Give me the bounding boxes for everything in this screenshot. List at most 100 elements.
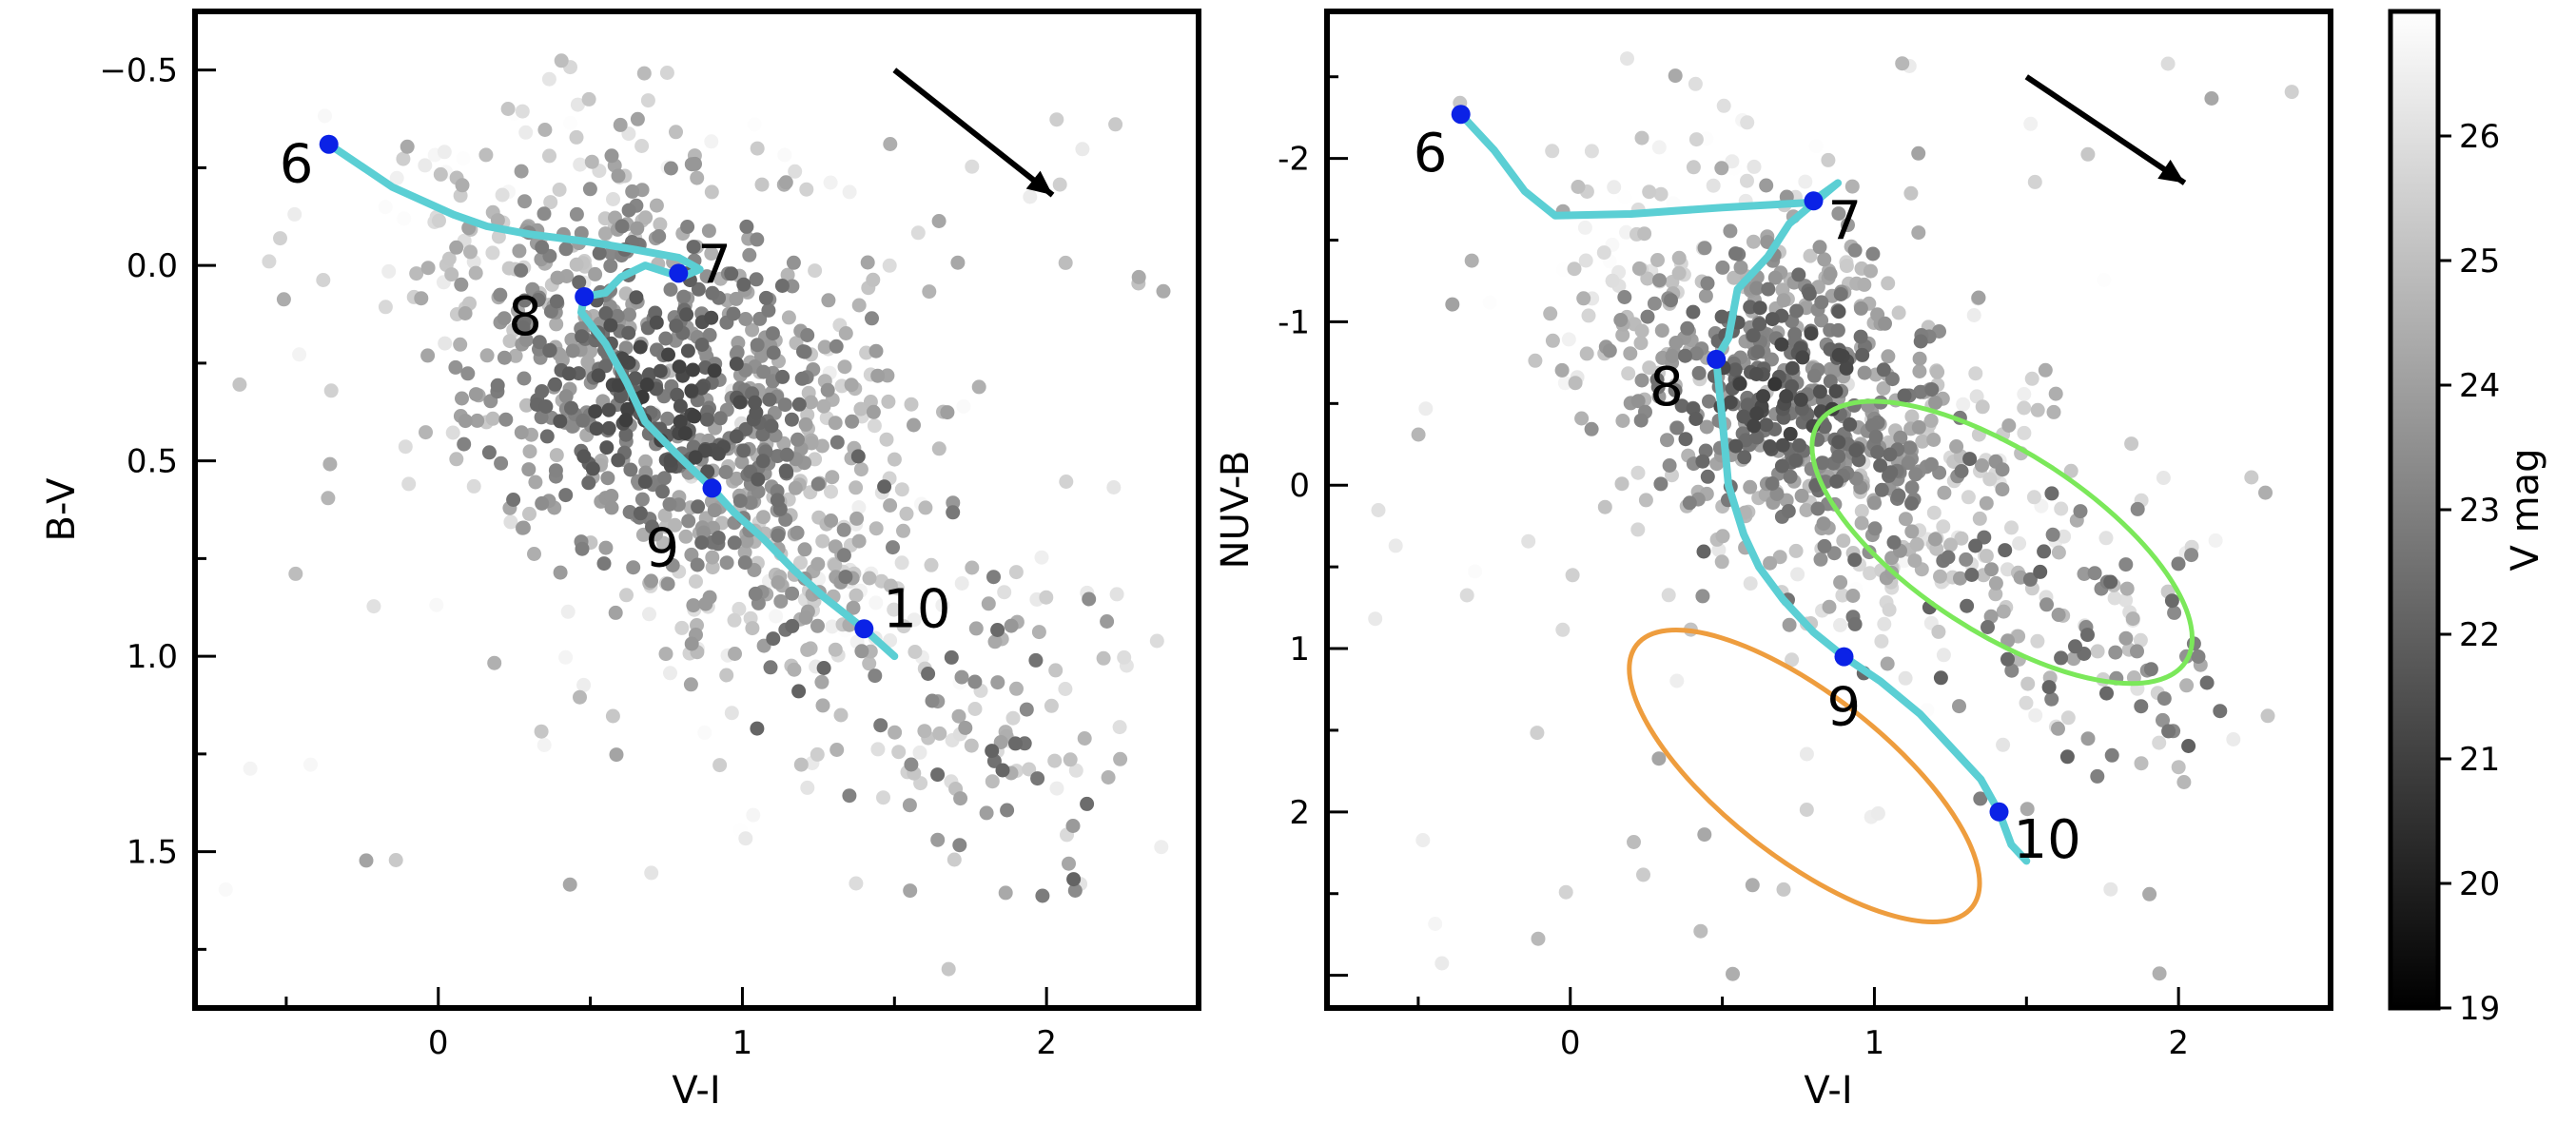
age-label-8: 8 (1649, 357, 1684, 418)
scatter-point (1004, 618, 1019, 633)
scatter-point (1913, 334, 1928, 349)
scatter-point (873, 718, 888, 733)
scatter-point (1013, 506, 1028, 521)
scatter-point (606, 192, 620, 206)
scatter-point (930, 832, 946, 847)
scatter-point (689, 574, 703, 589)
scatter-point (727, 535, 742, 551)
scatter-point (876, 790, 890, 805)
scatter-point (479, 348, 495, 363)
scatter-point (1543, 306, 1558, 321)
scatter-point (719, 668, 734, 683)
scatter-point (2284, 85, 2299, 100)
scatter-point (780, 267, 795, 282)
scatter-point (727, 612, 742, 628)
scatter-point (503, 514, 518, 530)
scatter-point (1904, 409, 1920, 424)
scatter-point (1775, 282, 1790, 298)
scatter-point (522, 506, 537, 521)
right-x-axis: 0 1 2 (1416, 987, 2332, 1062)
scatter-point (596, 556, 612, 572)
scatter-point (681, 514, 696, 529)
scatter-point (879, 432, 894, 447)
scatter-point (788, 164, 803, 179)
scatter-point (1812, 384, 1827, 399)
scatter-point (1968, 366, 1983, 381)
scatter-point (288, 566, 303, 581)
scatter-point (638, 210, 654, 225)
scatter-point (1733, 260, 1748, 275)
scatter-point (1972, 511, 1987, 526)
scatter-point (1898, 670, 1913, 686)
scatter-point (1044, 698, 1059, 713)
scatter-point (732, 601, 747, 616)
scatter-point (2087, 566, 2102, 581)
scatter-point (734, 455, 750, 470)
scatter-point (561, 366, 576, 381)
colorbar-tick-label: 25 (2459, 242, 2500, 281)
scatter-point (1876, 381, 1891, 396)
scatter-point (1688, 412, 1704, 426)
scatter-point (2060, 710, 2076, 726)
scatter-point (845, 414, 860, 429)
scatter-point (1982, 472, 1998, 487)
scatter-point (800, 642, 815, 657)
scatter-point (470, 413, 485, 428)
scatter-point (615, 219, 630, 234)
scatter-point (1937, 485, 1952, 500)
age-label-10: 10 (2014, 809, 2081, 871)
scatter-point (896, 523, 910, 538)
scatter-point (1781, 504, 1796, 518)
scatter-point (2107, 591, 2122, 606)
scatter-point (732, 494, 748, 509)
scatter-point (454, 277, 469, 292)
scatter-point (497, 311, 512, 326)
scatter-point (1788, 453, 1804, 468)
scatter-point (463, 244, 478, 260)
age-label-9: 9 (646, 517, 680, 579)
scatter-point (2051, 545, 2066, 560)
scatter-point (637, 475, 653, 490)
scatter-point (877, 479, 892, 494)
scatter-point (458, 306, 473, 320)
scatter-point (321, 491, 336, 506)
scatter-point (745, 621, 760, 636)
scatter-point (2019, 695, 2034, 710)
scatter-point (2023, 116, 2039, 131)
scatter-point (2080, 628, 2095, 643)
scatter-point (2000, 651, 2015, 667)
scatter-point (1845, 589, 1861, 603)
scatter-point (737, 545, 752, 560)
scatter-point (342, 107, 357, 122)
scatter-point (409, 266, 424, 281)
scatter-point (951, 708, 966, 724)
scatter-point (1761, 281, 1776, 297)
scatter-point (565, 418, 580, 434)
y-tick-label: -1 (1278, 303, 1310, 341)
scatter-point (1108, 117, 1123, 132)
age-marker-8 (1707, 349, 1727, 369)
scatter-point (1640, 271, 1655, 286)
scatter-point (1596, 245, 1611, 261)
scatter-point (1740, 397, 1755, 413)
colorbar-gradient (2388, 9, 2441, 1011)
scatter-point (1567, 262, 1582, 277)
scatter-point (1647, 296, 1662, 311)
scatter-point (823, 175, 838, 190)
scatter-point (1058, 255, 1073, 270)
scatter-point (777, 147, 792, 163)
scatter-point (1723, 223, 1738, 239)
scatter-point (449, 240, 464, 255)
scatter-point (676, 289, 692, 304)
scatter-point (899, 506, 914, 521)
scatter-point (318, 108, 332, 124)
scatter-point (1697, 241, 1712, 256)
green-ellipse (1809, 398, 2195, 687)
scatter-point (605, 708, 620, 724)
scatter-point (876, 758, 891, 773)
scatter-point (1748, 367, 1764, 381)
scatter-point (613, 117, 628, 132)
scatter-point (2026, 490, 2041, 505)
scatter-point (1971, 290, 1986, 305)
scatter-point (697, 725, 712, 740)
